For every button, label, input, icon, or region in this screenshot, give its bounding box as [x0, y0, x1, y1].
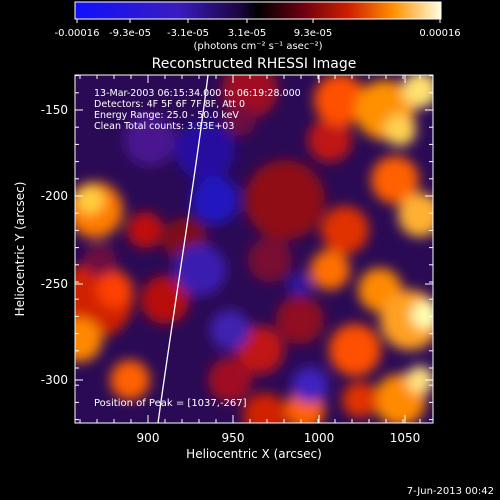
emission-blob [243, 393, 287, 423]
info-line: Clean Total counts: 3.93E+03 [94, 121, 234, 132]
emission-blob [127, 212, 163, 248]
emission-blob [208, 358, 252, 402]
emission-blob [310, 250, 350, 290]
emission-blob [175, 120, 235, 180]
emission-blob [371, 156, 419, 204]
colorbar-tick-label: -0.00016 [55, 28, 100, 39]
colorbar: -0.00016 -9.3e-05 -3.1e-05 3.1e-05 9.3e-05 0.… [55, 1, 461, 52]
info-line: Energy Range: 25.0 - 50.0 keV [94, 110, 239, 121]
plot-title: Reconstructed RHESSI Image [152, 56, 357, 72]
emission-blob [292, 367, 328, 403]
info-text: 13-Mar-2003 06:15:34.000 to 06:19:28.000… [94, 88, 301, 132]
emission-blob [314, 75, 366, 126]
x-tick-label: 1050 [390, 431, 421, 445]
axis-ticks [75, 75, 433, 423]
peak-position-label: Position of Peak = [1037,-267] [94, 398, 247, 409]
image-area [75, 75, 433, 423]
emission-blob [321, 206, 369, 254]
emission-blob [406, 366, 433, 394]
emission-blob [308, 118, 352, 162]
colorbar-tick-label: 9.3e-05 [294, 28, 332, 39]
x-tick-label: 900 [137, 431, 160, 445]
image-emission-blobs [75, 75, 433, 423]
emission-blob [191, 176, 239, 224]
x-axis-label: Heliocentric X (arcsec) [186, 447, 322, 461]
colorbar-ticks [76, 19, 441, 23]
info-line: 13-Mar-2003 06:15:34.000 to 06:19:28.000 [94, 88, 301, 99]
emission-blob [84, 244, 116, 276]
y-tick-label: -250 [41, 277, 68, 291]
x-tick-label: 950 [222, 431, 245, 445]
colorbar-tick-label: -9.3e-05 [109, 28, 151, 39]
colorbar-tick-label: 0.00016 [419, 28, 460, 39]
emission-blob [276, 296, 324, 344]
emission-blob [97, 272, 133, 308]
colorbar-tick-label: 3.1e-05 [228, 28, 266, 39]
emission-blob [288, 273, 312, 297]
y-tick-label: -300 [41, 373, 68, 387]
emission-blob [174, 244, 226, 296]
x-tick-label: 1000 [304, 431, 335, 445]
emission-blob [411, 301, 433, 329]
colorbar-tick-labels: -0.00016 -9.3e-05 -3.1e-05 3.1e-05 9.3e-05 0.… [55, 28, 461, 39]
emission-blob [76, 186, 104, 214]
emission-blob [402, 75, 433, 108]
info-line: Detectors: 4F 5F 6F 7F 8F, Att 0 [94, 99, 245, 110]
y-tick-label: -150 [41, 103, 68, 117]
emission-blob [398, 193, 433, 237]
emission-blob [224, 104, 256, 136]
colorbar-gradient [74, 1, 442, 20]
colorbar-units-label: (photons cm⁻² s⁻¹ asec⁻²) [193, 41, 322, 52]
colorbar-tick-label: -3.1e-05 [167, 28, 209, 39]
plot-frame [74, 74, 434, 424]
emission-blob [342, 382, 378, 418]
solar-limb-line [157, 75, 209, 423]
emission-blob [329, 324, 381, 376]
emission-blob [75, 318, 102, 362]
emission-blob [245, 160, 325, 240]
x-tick-labels: 900 950 1000 1050 [137, 431, 421, 445]
emission-blob [210, 310, 250, 350]
emission-blob [124, 114, 176, 166]
y-tick-labels: -150 -200 -250 -300 [41, 103, 68, 387]
emission-blob [248, 238, 292, 282]
emission-blob [384, 114, 416, 146]
y-axis-label: Heliocentric Y (arcsec) [13, 182, 27, 317]
emission-blob [110, 360, 150, 400]
y-tick-label: -200 [41, 189, 68, 203]
timestamp: 7-Jun-2013 00:42 [407, 486, 494, 497]
